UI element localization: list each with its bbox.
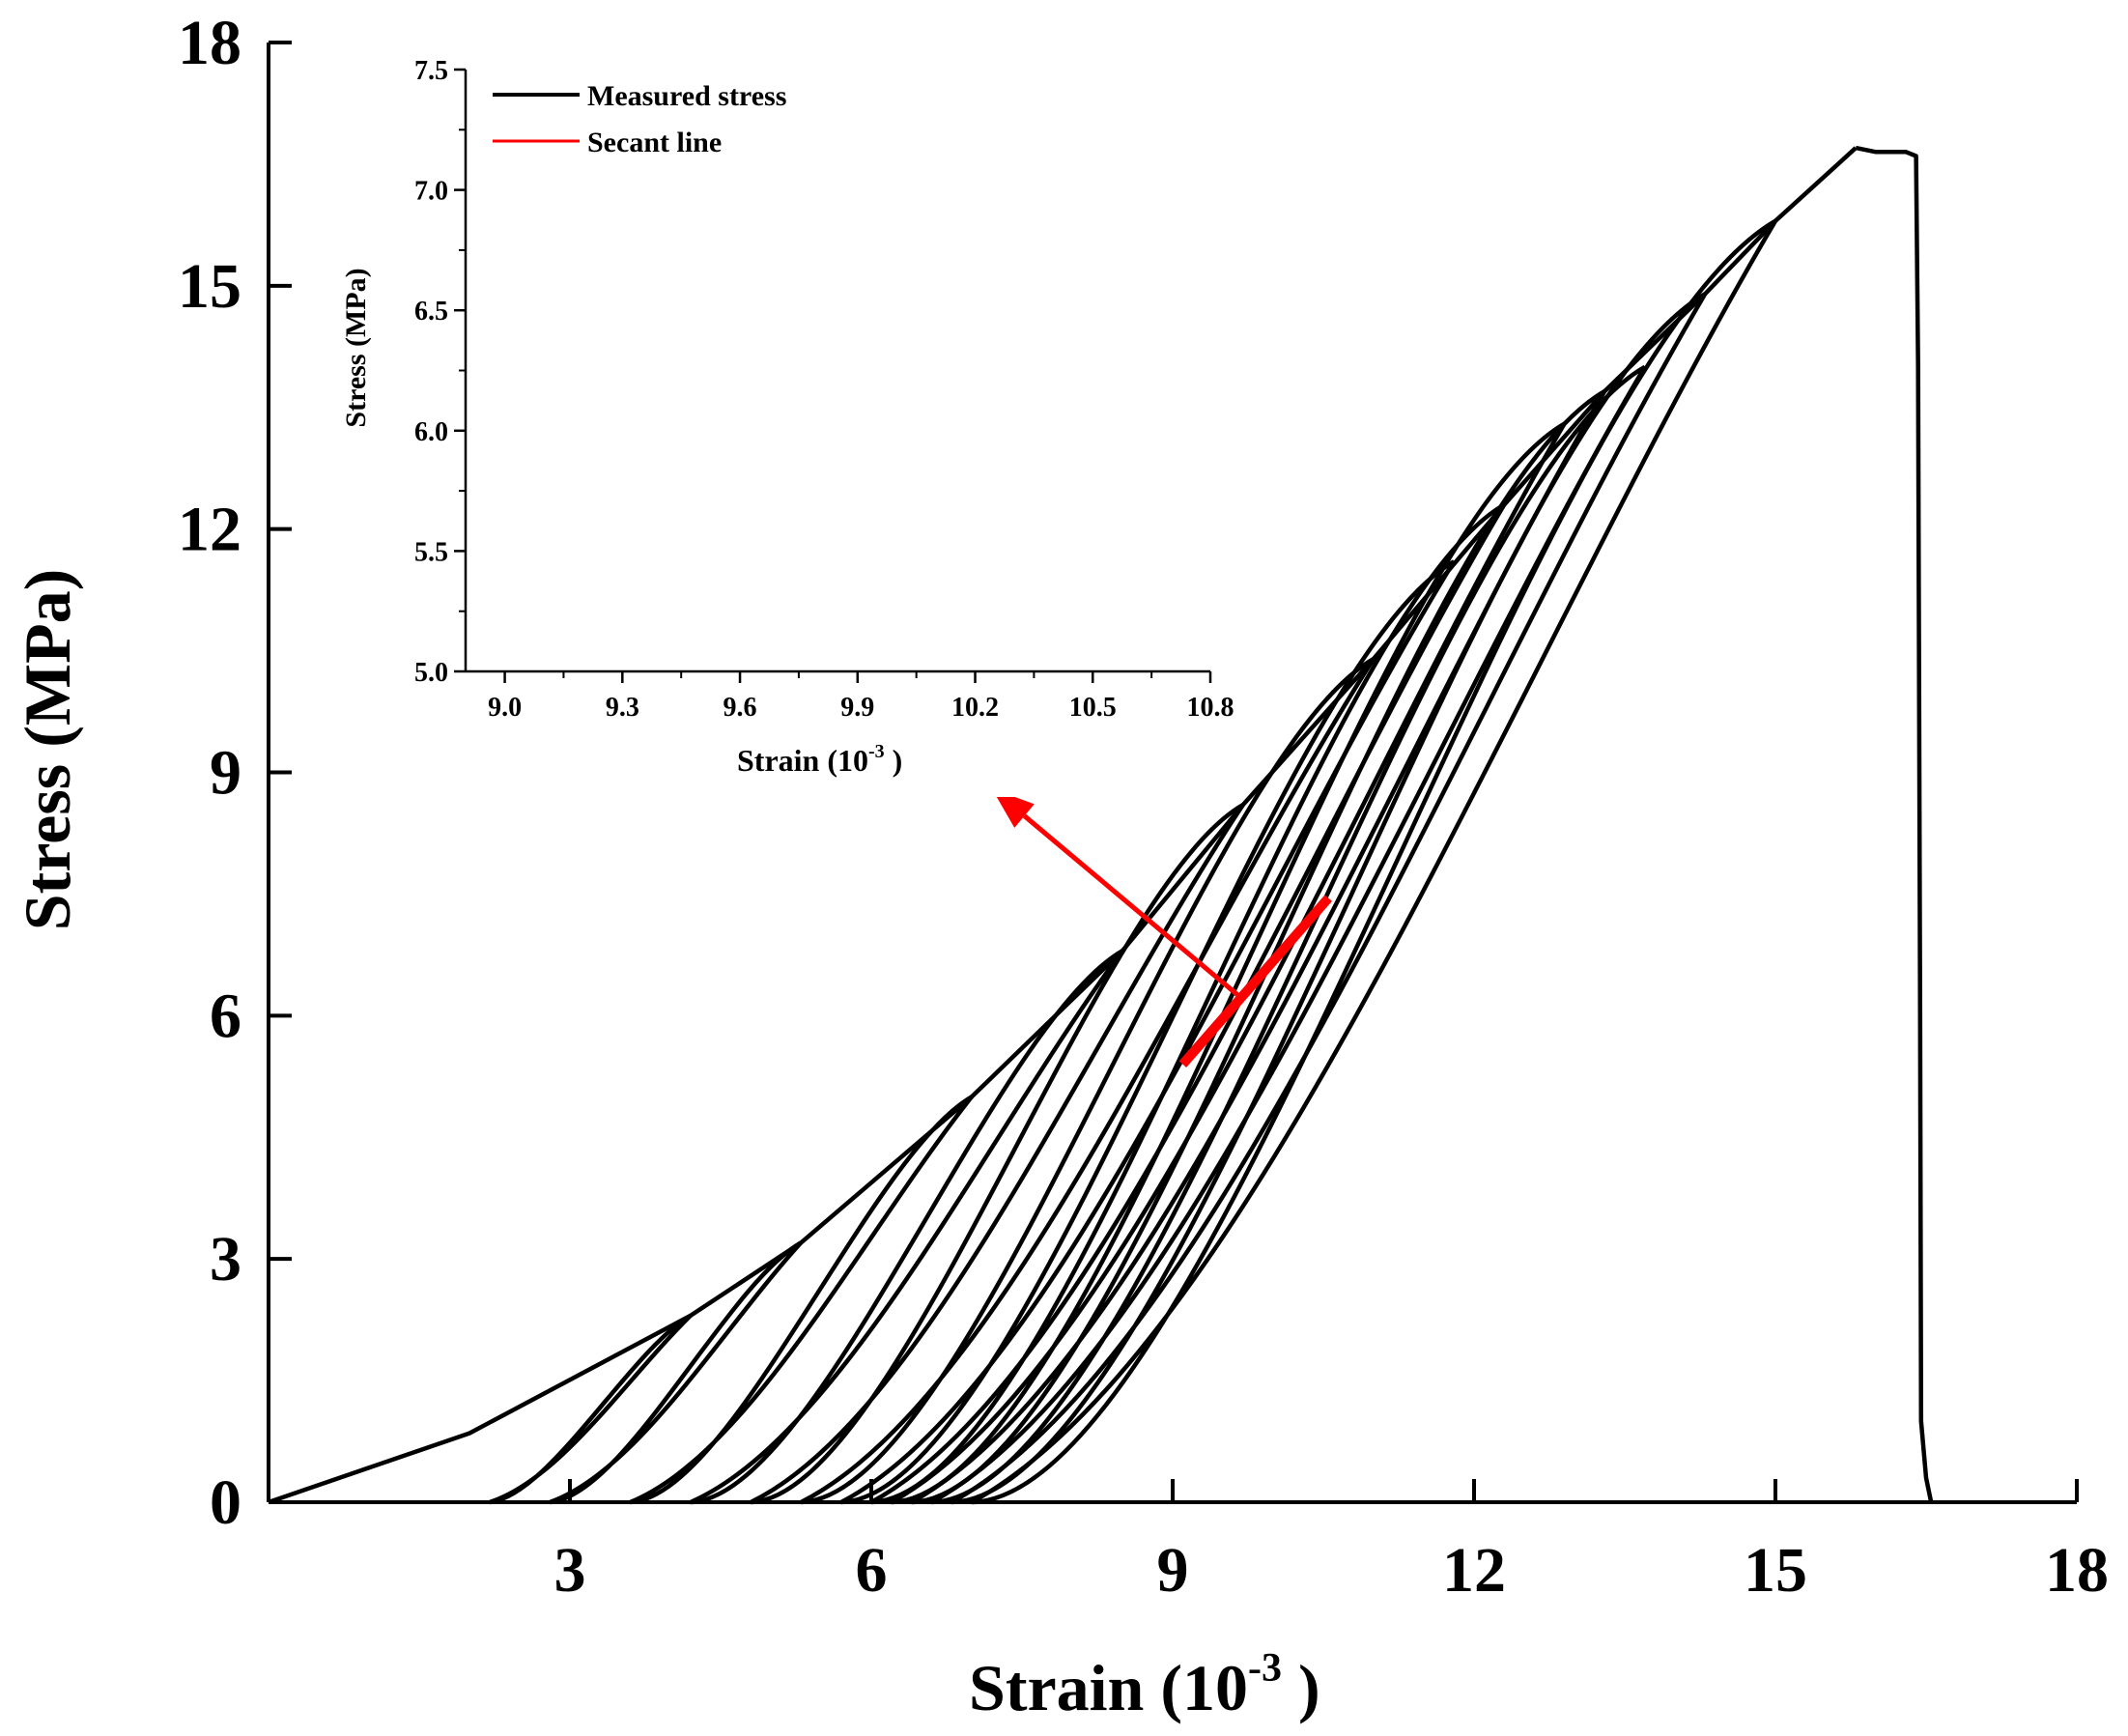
annotation-layer <box>991 788 1332 1067</box>
inset-x-axis-label-close: ) <box>885 743 903 778</box>
inset-x-axis-label-text: Strain (10 <box>737 743 868 778</box>
y-tick-label: 18 <box>178 8 241 78</box>
main-axes: 3 6 9 12 15 18 0 3 6 9 12 15 18 <box>178 8 2109 1606</box>
inset-y-tick-label: 6.0 <box>414 417 448 447</box>
y-axis-label: Stress (MPa) <box>11 569 84 931</box>
inset-x-tick-label: 10.8 <box>1187 693 1234 723</box>
inset-x-tick-label: 10.5 <box>1069 693 1117 723</box>
secant-segment <box>1178 895 1332 1067</box>
inset-y-tick-label: 7.0 <box>414 177 448 207</box>
y-tick-label: 12 <box>178 495 241 565</box>
legend: Measured stress Secant line <box>493 80 786 158</box>
y-tick-label: 15 <box>178 251 241 322</box>
inset-y-axis-label: Stress (MPa) <box>340 268 372 427</box>
inset-y-tick-label: 5.0 <box>414 658 448 688</box>
inset-chart: 9.0 9.3 9.6 9.9 10.2 10.5 10.8 5.0 5.5 6.0 6.5 7.0 7… <box>340 50 1239 797</box>
inset-y-tick-label: 5.5 <box>414 537 448 567</box>
inset-y-tick-label: 7.5 <box>414 56 448 86</box>
x-tick-label: 15 <box>1744 1535 1807 1606</box>
legend-label-1: Measured stress <box>587 80 786 112</box>
x-tick-label: 3 <box>554 1535 586 1606</box>
x-tick-label: 18 <box>2045 1535 2109 1606</box>
post-peak-curve <box>1855 145 1934 1503</box>
inset-x-tick-label: 9.0 <box>488 693 522 723</box>
annotation-arrow-shaft <box>1022 813 1245 1002</box>
y-tick-label: 6 <box>210 981 241 1051</box>
inset-x-tick-label: 9.6 <box>724 693 757 723</box>
inset-background <box>437 50 1239 797</box>
inset-x-tick-label: 9.3 <box>606 693 639 723</box>
y-tick-label: 9 <box>210 738 241 809</box>
x-axis-label: Strain (10-3 ) <box>969 1646 1320 1724</box>
inset-axes: 9.0 9.3 9.6 9.9 10.2 10.5 10.8 5.0 5.5 6.0 6.5 7.0 7… <box>414 50 1239 797</box>
inset-x-tick-label: 10.2 <box>951 693 999 723</box>
inset-x-axis-label: Strain (10-3 ) <box>737 741 902 778</box>
x-tick-label: 12 <box>1442 1535 1506 1606</box>
x-tick-label: 9 <box>1157 1535 1189 1606</box>
legend-label-2: Secant line <box>587 127 722 158</box>
x-axis-label-close: ) <box>1282 1651 1320 1724</box>
x-axis-label-text: Strain (10 <box>969 1651 1248 1724</box>
x-axis-label-exponent: -3 <box>1248 1646 1282 1691</box>
y-tick-label: 0 <box>210 1467 241 1538</box>
inset-y-tick-label: 6.5 <box>414 297 448 327</box>
x-tick-label: 6 <box>856 1535 888 1606</box>
main-chart: 3 6 9 12 15 18 0 3 6 9 12 15 18 Stress (MPa) Strain … <box>11 8 2109 1724</box>
inset-x-axis-label-exponent: -3 <box>868 741 885 762</box>
annotation-arrow-head <box>991 788 1035 828</box>
inset-x-tick-label: 9.9 <box>840 693 874 723</box>
y-tick-label: 3 <box>210 1224 241 1295</box>
